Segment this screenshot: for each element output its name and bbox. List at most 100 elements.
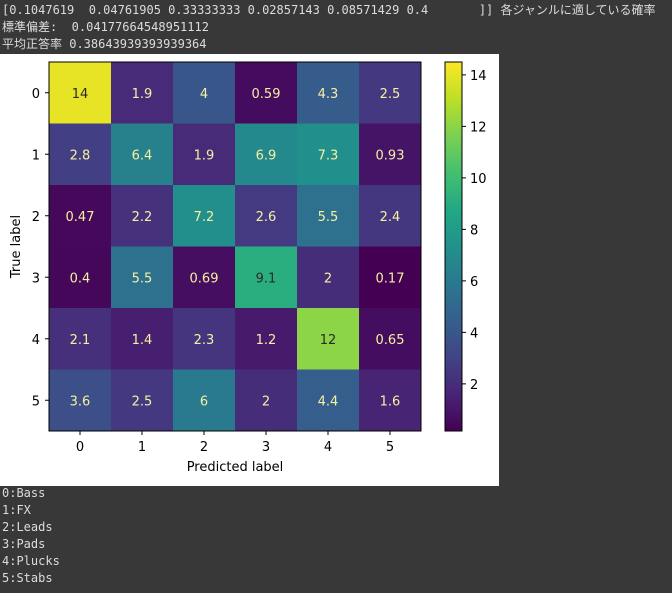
cell-value-label: 4.4 <box>318 394 339 409</box>
cell-value-label: 1.6 <box>380 394 401 409</box>
x-tick-label: 4 <box>324 440 332 455</box>
cell-value-label: 0.93 <box>376 148 405 163</box>
heatmap-cell <box>49 246 112 309</box>
cell-value-label: 0.65 <box>376 333 405 348</box>
cell-value-label: 4.3 <box>318 87 339 102</box>
heatmap-cell <box>359 246 422 309</box>
y-tick-label: 0 <box>32 87 40 102</box>
cell-value-label: 2.8 <box>70 148 91 163</box>
heatmap-cell <box>359 369 422 432</box>
cell-value-label: 12 <box>320 333 337 348</box>
heatmap-cell <box>49 185 112 247</box>
heatmap-cell <box>111 123 174 186</box>
cell-value-label: 0.17 <box>376 271 405 286</box>
confusion-matrix-chart: 14 1.9 4 0.59 4.3 2.52.8 6.4 1.9 6.9 7.3 0.930.47 2… <box>9 61 487 475</box>
confusion-matrix-figure: 14 1.9 4 0.59 4.3 2.5 2.8 6.4 1.9 6.9 7.3 0.93 0.47 2… <box>0 54 499 486</box>
cell-value-label: 1.9 <box>194 148 215 163</box>
label-legend-line-0: 0:Bass <box>2 486 46 500</box>
cell-value-label: 0.47 <box>66 210 95 225</box>
heatmap-cell <box>297 369 360 432</box>
cell-value-label: 9.1 <box>256 271 277 286</box>
colorbar-tick-label: 8 <box>470 223 478 238</box>
cell-value-label: 14 <box>72 87 89 102</box>
heatmap-cell <box>111 246 174 309</box>
colorbar-tick-label: 10 <box>470 172 487 187</box>
cell-value-label: 2 <box>262 394 270 409</box>
cell-value-label: 0.4 <box>70 271 91 286</box>
cell-value-label: 5.5 <box>132 271 153 286</box>
cell-value-label: 6.9 <box>256 148 277 163</box>
cell-value-label: 2.6 <box>256 210 277 225</box>
heatmap-cell <box>235 246 298 309</box>
heatmap-cell <box>173 62 236 124</box>
cell-value-label: 2 <box>324 271 332 286</box>
y-tick-label: 4 <box>32 333 40 348</box>
cell-value-label: 1.4 <box>132 333 153 348</box>
label-legend-line-5: 5:Stabs <box>2 571 53 585</box>
cell-value-label: 1.2 <box>256 333 277 348</box>
y-tick-label: 2 <box>32 210 40 225</box>
heatmap-cell <box>49 308 112 370</box>
y-tick-label: 5 <box>32 394 40 409</box>
cell-value-label: 6.4 <box>132 148 153 163</box>
cell-value-label: 2.1 <box>70 333 91 348</box>
heatmap-cell <box>297 185 360 247</box>
colorbar-tick-label: 4 <box>470 326 478 341</box>
colorbar-tick-label: 2 <box>470 378 478 393</box>
heatmap-cell <box>49 369 112 432</box>
heatmap-cell <box>359 185 422 247</box>
heatmap-cell <box>111 308 174 370</box>
cell-value-label: 5.5 <box>318 210 339 225</box>
heatmap-cell <box>297 246 360 309</box>
heatmap-cell <box>235 123 298 186</box>
heatmap-cell <box>235 62 298 124</box>
label-legend-line-1: 1:FX <box>2 503 31 517</box>
x-axis-label: Predicted label <box>187 460 284 475</box>
heatmap-cell <box>297 308 360 370</box>
colorbar-tick-label: 12 <box>470 120 487 135</box>
y-axis-label: True label <box>9 215 24 279</box>
x-tick-label: 0 <box>76 440 84 455</box>
cell-value-label: 7.2 <box>194 210 215 225</box>
heatmap-cell <box>173 369 236 432</box>
heatmap-cell <box>173 123 236 186</box>
heatmap-cell <box>49 123 112 186</box>
label-legend-line-2: 2:Leads <box>2 520 53 534</box>
x-tick-label: 3 <box>262 440 270 455</box>
heatmap-frame <box>48 61 422 432</box>
cell-value-label: 2.5 <box>132 394 153 409</box>
x-tick-label: 5 <box>386 440 394 455</box>
std-dev-line: 標準偏差: 0.04177664548951112 <box>2 20 209 34</box>
heatmap-cell <box>235 185 298 247</box>
colorbar-tick-label: 6 <box>470 275 478 290</box>
cell-value-label: 3.6 <box>70 394 91 409</box>
heatmap-cell <box>173 308 236 370</box>
cell-value-label: 2.3 <box>194 333 215 348</box>
heatmap-cell <box>359 62 422 124</box>
cell-value-label: 0.69 <box>190 271 219 286</box>
heatmap-cell <box>359 308 422 370</box>
cell-value-label: 2.2 <box>132 210 153 225</box>
cell-value-label: 1.9 <box>132 87 153 102</box>
heatmap-cell <box>111 185 174 247</box>
probabilities-line: [0.1047619 0.04761905 0.33333333 0.02857… <box>2 3 656 17</box>
cell-value-label: 7.3 <box>318 148 339 163</box>
heatmap-cell <box>297 123 360 186</box>
colorbar-tick-label: 14 <box>470 69 487 84</box>
y-tick-label: 1 <box>32 148 40 163</box>
colorbar <box>444 61 463 432</box>
y-tick-label: 3 <box>32 271 40 286</box>
heatmap-cell <box>173 185 236 247</box>
x-tick-label: 2 <box>200 440 208 455</box>
label-legend-line-4: 4:Plucks <box>2 554 60 568</box>
heatmap-cell <box>173 246 236 309</box>
cell-value-label: 2.4 <box>380 210 401 225</box>
heatmap-cell <box>297 62 360 124</box>
x-tick-label: 1 <box>138 440 146 455</box>
heatmap-cell <box>359 123 422 186</box>
cell-value-label: 6 <box>200 394 208 409</box>
cell-value-label: 0.59 <box>252 87 281 102</box>
accuracy-line: 平均正答率 0.38643939393939364 <box>2 37 207 51</box>
heatmap-cell <box>235 308 298 370</box>
heatmap-cell <box>111 62 174 124</box>
